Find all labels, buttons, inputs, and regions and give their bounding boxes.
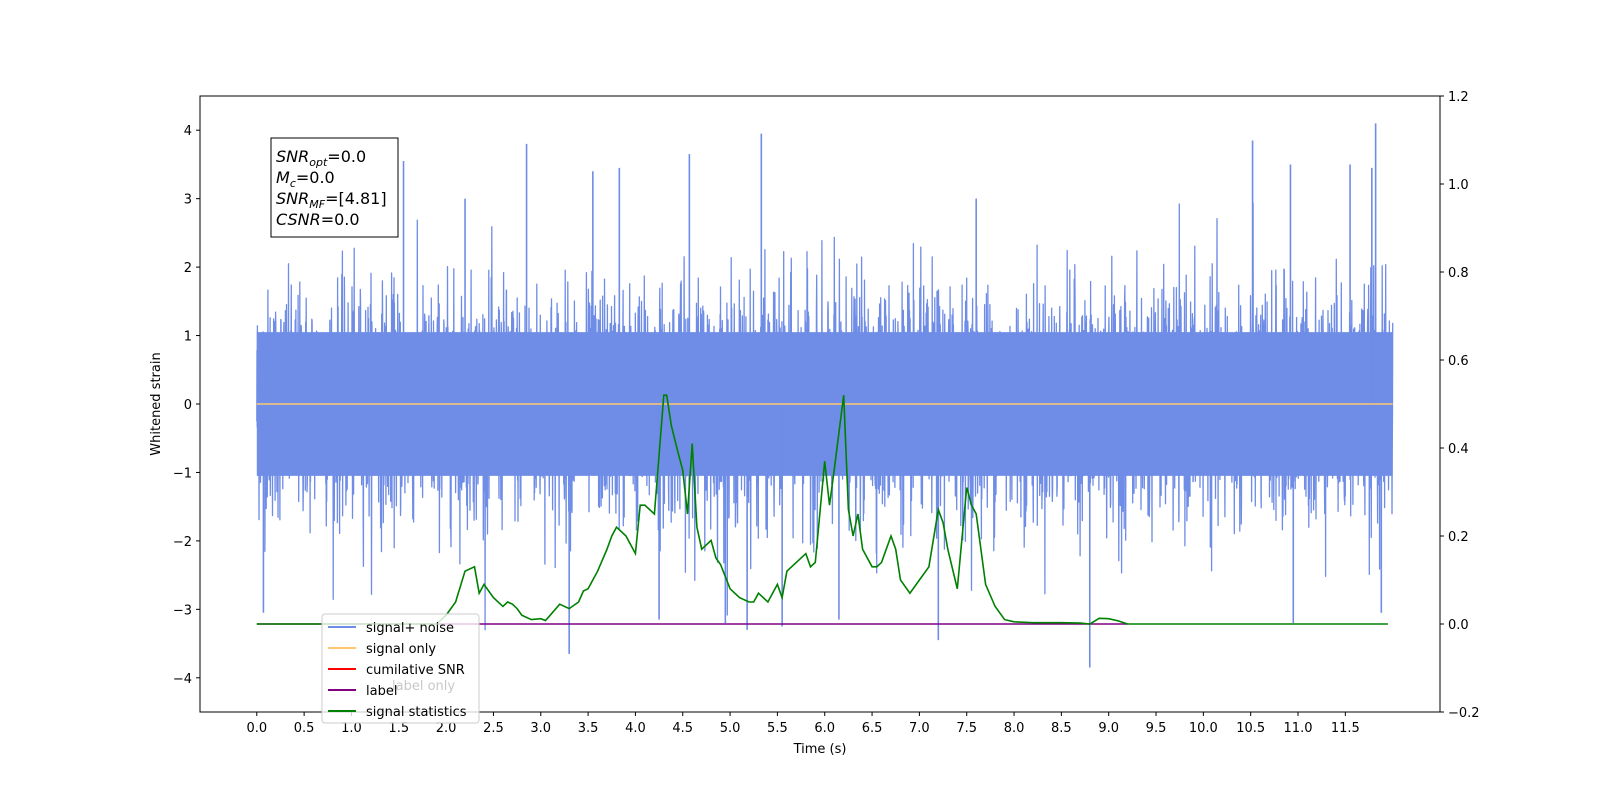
x-tick-label: 8.0	[1004, 721, 1025, 736]
x-tick-label: 1.5	[388, 721, 409, 736]
info-line: SNRopt=0.0	[276, 147, 366, 169]
y-tick-label: 2	[184, 261, 192, 276]
y2-tick-label: 0.0	[1448, 618, 1469, 633]
legend-label: cumilative SNR	[366, 663, 465, 678]
y-axis-label: Whitened strain	[149, 352, 164, 455]
info-line: Mc=0.0	[276, 168, 335, 190]
x-tick-label: 4.0	[625, 721, 646, 736]
y-tick-label: 1	[184, 330, 192, 345]
x-tick-label: 2.5	[483, 721, 504, 736]
y-tick-label: −2	[173, 535, 192, 550]
x-tick-label: 3.5	[578, 721, 599, 736]
y-axis-right: −0.2 0.0 0.2 0.4 0.6 0.8 1.0 1.2	[1440, 90, 1480, 721]
x-axis: 0.0 0.5 1.0 1.5 2.0 2.5 3.0 3.5 4.0 4.5 5.0 5.5 6.0 6…	[246, 712, 1360, 736]
y-tick-label: 4	[184, 124, 192, 139]
y2-tick-label: 0.8	[1448, 266, 1469, 281]
legend-label: signal only	[366, 642, 436, 657]
x-tick-label: 3.0	[530, 721, 551, 736]
info-line: SNRMF=[4.81]	[276, 189, 387, 211]
legend-hidden-fragment: label only	[392, 679, 455, 694]
legend-frame	[321, 613, 480, 724]
legend-label: signal+ noise	[366, 621, 454, 636]
legend-label: signal statistics	[366, 705, 467, 720]
y2-tick-label: 0.4	[1448, 442, 1469, 457]
x-axis-label: Time (s)	[793, 742, 847, 757]
y2-tick-label: 0.6	[1448, 354, 1469, 369]
info-line: CSNR=0.0	[276, 210, 360, 229]
y-tick-label: −4	[173, 672, 192, 687]
x-tick-label: 7.5	[956, 721, 977, 736]
y2-tick-label: 0.2	[1448, 530, 1469, 545]
x-tick-label: 10.5	[1236, 721, 1265, 736]
x-tick-label: 6.0	[814, 721, 835, 736]
x-tick-label: 5.0	[720, 721, 741, 736]
x-tick-label: 9.0	[1098, 721, 1119, 736]
y-tick-label: −1	[173, 466, 192, 481]
x-tick-label: 5.5	[767, 721, 788, 736]
x-tick-label: 11.5	[1331, 721, 1360, 736]
x-tick-label: 8.5	[1051, 721, 1072, 736]
x-tick-label: 0.0	[246, 721, 267, 736]
y2-tick-label: −0.2	[1448, 706, 1480, 721]
legend-label: label	[366, 684, 397, 699]
y-tick-label: 0	[184, 398, 192, 413]
signal-statistics-line	[256, 394, 1388, 625]
x-tick-label: 10.0	[1189, 721, 1218, 736]
info-box-frame	[270, 137, 399, 238]
x-tick-label: 6.5	[862, 721, 883, 736]
x-tick-label: 11.0	[1284, 721, 1313, 736]
y2-tick-label: 1.2	[1448, 90, 1469, 105]
x-tick-label: 9.5	[1146, 721, 1167, 736]
x-tick-label: 1.0	[341, 721, 362, 736]
x-tick-label: 2.0	[436, 721, 457, 736]
x-tick-label: 0.5	[294, 721, 315, 736]
legend: label only signal+ noise signal only cumil…	[321, 613, 480, 724]
y2-tick-label: 1.0	[1448, 178, 1469, 193]
y-axis-left: −4 −3 −2 −1 0 1 2 3 4	[173, 124, 200, 687]
y-tick-label: −3	[173, 603, 192, 618]
x-tick-label: 7.0	[909, 721, 930, 736]
y-tick-label: 3	[184, 193, 192, 208]
x-tick-label: 4.5	[672, 721, 693, 736]
